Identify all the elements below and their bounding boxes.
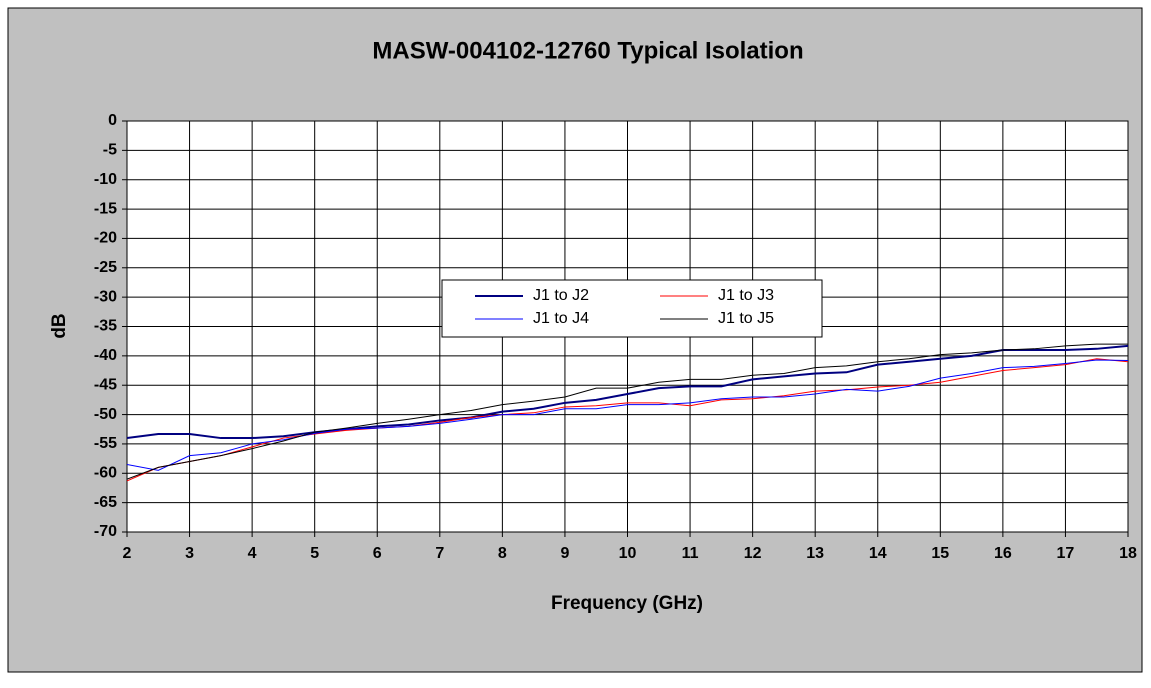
legend-label: J1 to J4 — [533, 310, 589, 327]
y-tick-label: -35 — [94, 318, 117, 335]
legend: J1 to J2 J1 to J3 J1 to J4 J1 to J5 — [441, 279, 823, 338]
y-tick-label: -5 — [103, 142, 117, 159]
x-tick-label: 7 — [435, 545, 444, 562]
grid: 0 -5 -10 -15 -20 -25 -30 -35 -40 -45 -50 -55 -60 -65 -… — [94, 112, 1137, 562]
y-tick-label: 0 — [108, 112, 117, 129]
y-tick-label: -65 — [94, 494, 117, 511]
series-line — [126, 358, 1129, 482]
x-tick-label: 15 — [931, 545, 949, 562]
y-tick-label: -25 — [94, 259, 117, 276]
y-tick-label: -45 — [94, 376, 117, 393]
x-tick-label: 4 — [248, 545, 257, 562]
x-tick-label: 5 — [310, 545, 319, 562]
x-tick-label: 18 — [1119, 545, 1137, 562]
y-tick-label: -20 — [94, 230, 117, 247]
x-tick-label: 14 — [869, 545, 887, 562]
y-tick-label: -10 — [94, 171, 117, 188]
legend-label: J1 to J5 — [718, 310, 774, 327]
chart-title: MASW-004102-12760 Typical Isolation — [372, 37, 803, 64]
y-tick-label: -50 — [94, 406, 117, 423]
y-tick-label: -60 — [94, 465, 117, 482]
x-tick-label: 12 — [744, 545, 762, 562]
series-line — [126, 344, 1129, 440]
lines — [126, 343, 1129, 482]
x-tick-label: 6 — [373, 545, 382, 562]
x-tick-label: 2 — [123, 545, 132, 562]
x-tick-label: 9 — [560, 545, 569, 562]
x-tick-label: 13 — [806, 545, 824, 562]
y-tick-label: -70 — [94, 523, 117, 540]
x-tick-label: 17 — [1057, 545, 1075, 562]
legend-box — [441, 279, 823, 338]
x-axis-label: Frequency (GHz) — [551, 593, 703, 614]
x-tick-label: 8 — [498, 545, 507, 562]
y-axis-label: dB — [49, 313, 70, 338]
series-line — [126, 343, 1128, 480]
y-tick-label: -55 — [94, 435, 117, 452]
y-tick-label: -15 — [94, 200, 117, 217]
x-tick-label: 16 — [994, 545, 1012, 562]
legend-label: J1 to J3 — [718, 287, 774, 304]
y-tick-label: -30 — [94, 288, 117, 305]
x-tick-label: 3 — [185, 545, 194, 562]
x-tick-label: 10 — [619, 545, 637, 562]
y-tick-label: -40 — [94, 347, 117, 364]
legend-label: J1 to J2 — [533, 287, 589, 304]
x-tick-label: 11 — [682, 545, 699, 562]
